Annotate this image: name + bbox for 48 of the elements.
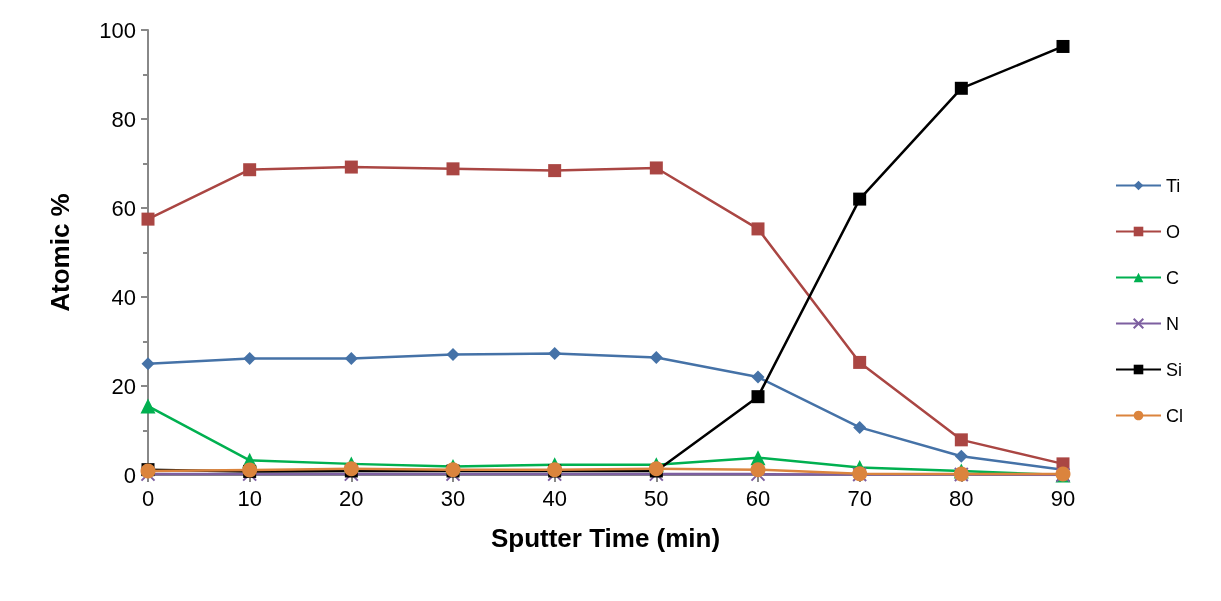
point (954, 81, 968, 95)
point (548, 164, 562, 178)
x-tick-label: 30 (440, 485, 466, 511)
point (548, 347, 562, 361)
x-tick-label: 0 (141, 485, 155, 511)
point (243, 351, 257, 365)
point (141, 357, 155, 371)
point (344, 160, 358, 174)
y-tick-label: 80 (111, 106, 136, 132)
x-tick-label: 60 (745, 485, 771, 511)
x-tick-label: 50 (644, 485, 669, 511)
legend-label: Si (1166, 359, 1183, 380)
legend-label: N (1166, 313, 1179, 334)
y-tick-label: 20 (111, 373, 136, 399)
x-tick-label: 20 (339, 485, 364, 511)
point (141, 212, 155, 226)
point (751, 222, 765, 236)
point (853, 192, 867, 206)
legend-label: Ti (1166, 175, 1181, 196)
x-tick-label: 70 (847, 485, 872, 511)
y-tick-label: 100 (99, 17, 136, 43)
point (751, 390, 765, 404)
point (446, 162, 460, 176)
x-tick-label: 10 (237, 485, 262, 511)
x-axis-title: Sputter Time (min) (490, 523, 721, 553)
x-tick-label: 80 (949, 485, 974, 511)
y-tick-label: 60 (111, 195, 136, 221)
point (140, 398, 156, 414)
point (853, 420, 867, 434)
point (751, 370, 765, 384)
point (243, 163, 257, 177)
y-axis-title: Atomic % (45, 193, 75, 312)
y-tick-label: 40 (111, 284, 136, 310)
point (750, 462, 766, 478)
legend-label: O (1166, 221, 1181, 242)
legend-label: Cl (1166, 405, 1183, 426)
point (649, 161, 663, 175)
point (853, 355, 867, 369)
point (344, 351, 358, 365)
point (954, 433, 968, 447)
x-tick-label: 90 (1050, 485, 1076, 511)
point (954, 449, 968, 463)
point (649, 351, 663, 365)
point (446, 347, 460, 361)
x-tick-label: 40 (542, 485, 567, 511)
point (1056, 39, 1070, 53)
legend-label: C (1166, 267, 1179, 288)
y-tick-label: 0 (123, 462, 136, 488)
